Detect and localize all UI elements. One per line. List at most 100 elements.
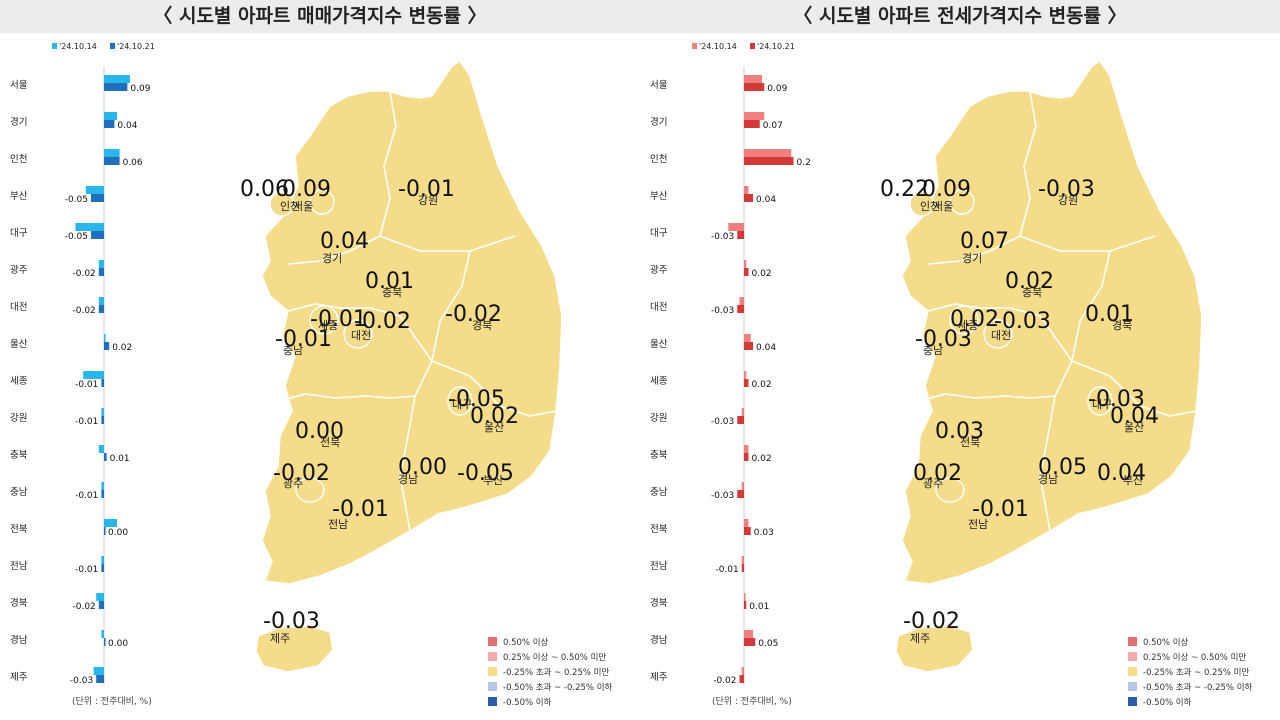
city-outline: [343, 319, 373, 349]
bar-curr-week: [744, 268, 749, 276]
bar-curr-week: [744, 157, 794, 165]
bar-legend-label: '24.10.21: [757, 42, 795, 51]
bar-legend-swatch: [110, 43, 115, 49]
map-region-label: 전남: [328, 518, 348, 531]
panel-title: 〈 시도별 아파트 전세가격지수 변동률 〉: [640, 0, 1280, 33]
map-value-label: 0.02: [950, 307, 999, 332]
category-label: 대전: [10, 302, 27, 313]
data-label: -0.03: [70, 676, 93, 686]
bar-legend-label: '24.10.14: [699, 42, 737, 51]
legend-swatch: [1128, 697, 1137, 706]
data-label: -0.01: [715, 565, 738, 575]
data-label: -0.02: [73, 269, 96, 279]
map-value-label: 0.04: [1110, 404, 1159, 429]
data-label: 0.02: [752, 269, 772, 279]
map-value-label: 0.02: [470, 404, 519, 429]
bar-prev-week: [741, 667, 744, 675]
bar-curr-week: [104, 120, 115, 128]
data-label: 0.09: [130, 84, 150, 94]
bar-curr-week: [737, 416, 744, 424]
data-label: -0.01: [75, 491, 98, 501]
category-label: 부산: [10, 191, 28, 202]
bar-prev-week: [101, 630, 104, 638]
province-border: [287, 235, 381, 265]
legend-swatch: [488, 697, 497, 706]
map-region-label: 충남: [283, 344, 303, 357]
map-value-label: 0.07: [960, 229, 1009, 254]
category-label: 인천: [650, 154, 667, 165]
map-value-label: -0.05: [448, 387, 505, 412]
bar-prev-week: [744, 75, 762, 83]
map-region-label: 전북: [320, 436, 340, 449]
map-value-label: -0.03: [263, 609, 320, 634]
city-outline: [269, 191, 295, 217]
map-value-label: 0.05: [1038, 455, 1087, 480]
bar-prev-week: [85, 186, 104, 194]
bar-curr-week: [98, 268, 104, 276]
data-label: -0.02: [73, 306, 96, 316]
map-value-label: 0.00: [295, 419, 344, 444]
panel-title: 〈 시도별 아파트 매매가격지수 변동률 〉: [0, 0, 640, 33]
bar-curr-week: [737, 305, 744, 313]
bar-prev-week: [104, 519, 117, 527]
province-border: [399, 395, 416, 532]
map-value-label: -0.03: [1088, 387, 1145, 412]
bar-prev-week: [104, 334, 106, 342]
category-label: 충남: [650, 487, 668, 498]
bar-curr-week: [91, 231, 104, 239]
map-value-label: -0.02: [273, 461, 330, 486]
bar-curr-week: [101, 490, 104, 498]
map-region-label: 부산: [483, 474, 503, 487]
bar-curr-week: [737, 231, 744, 239]
unit-label: (단위 : 전주대비, %): [712, 697, 792, 707]
data-label: 0.05: [758, 639, 778, 649]
bar-prev-week: [744, 445, 749, 453]
jeju-shape: [895, 625, 974, 673]
bar-prev-week: [104, 149, 120, 157]
legend-label: -0.25% 초과 ~ 0.25% 미만: [503, 668, 610, 678]
bar-prev-week: [101, 556, 104, 564]
bar-curr-week: [744, 379, 749, 387]
city-outline: [949, 305, 979, 335]
bar-curr-week: [91, 194, 104, 202]
bar-curr-week: [744, 601, 747, 609]
province-border: [379, 235, 516, 252]
bar-prev-week: [744, 186, 749, 194]
map-region-label: 충남: [923, 344, 943, 357]
legend-item: -0.25% 초과 ~ 0.25% 미만: [1128, 666, 1278, 681]
category-label: 부산: [650, 191, 668, 202]
legend-swatch: [488, 637, 497, 646]
jeonse-price-panel: 〈 시도별 아파트 전세가격지수 변동률 〉 '24.10.14 '24.10.2…: [640, 0, 1280, 720]
bar-prev-week: [744, 149, 792, 157]
city-outline: [983, 319, 1013, 349]
bar-prev-week: [104, 112, 117, 120]
legend-item: -0.25% 초과 ~ 0.25% 미만: [488, 666, 638, 681]
map-region-label: 대전: [351, 329, 371, 342]
map-value-label: -0.01: [398, 177, 455, 202]
map-region-label: 강원: [1058, 194, 1078, 207]
map-region-label: 세종: [958, 319, 978, 332]
map-value-label: -0.02: [903, 609, 960, 634]
bar-prev-week: [101, 408, 104, 416]
legend-item: 0.50% 이상: [1128, 636, 1278, 651]
bar-prev-week: [101, 482, 104, 490]
map-value-label: -0.05: [457, 461, 514, 486]
category-label: 서울: [10, 80, 28, 91]
map-value-label: 0.04: [1097, 461, 1146, 486]
map-region-label: 대구: [1092, 398, 1112, 411]
category-label: 제주: [10, 672, 28, 683]
data-label: -0.05: [65, 195, 88, 205]
bar-prev-week: [744, 260, 747, 268]
legend-label: 0.50% 이상: [503, 638, 549, 648]
legend-item: -0.50% 초과 ~ -0.25% 이하: [1128, 681, 1278, 696]
data-label: -0.03: [711, 232, 734, 242]
legend-item: 0.50% 이상: [488, 636, 638, 651]
bar-curr-week: [98, 601, 104, 609]
category-label: 경기: [650, 116, 667, 128]
bar-curr-week: [96, 675, 104, 683]
category-label: 대전: [650, 302, 667, 313]
bar-curr-week: [739, 675, 744, 683]
map-value-label: 0.02: [913, 461, 962, 486]
map-value-label: 0.09: [282, 177, 331, 202]
map-value-label: 0.03: [935, 419, 984, 444]
